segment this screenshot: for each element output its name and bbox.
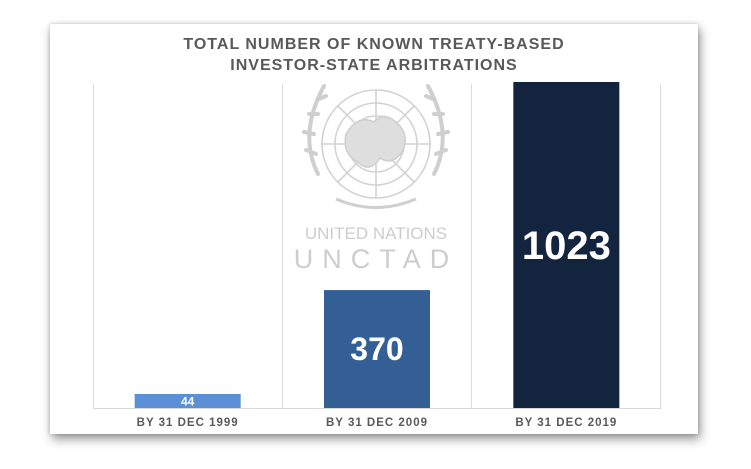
watermark-line-1: UNITED NATIONS [305,224,447,243]
emblem-wreath-base [335,197,417,209]
bar-value-label-3: 1023 [522,224,611,268]
category-label-3: BY 31 DEC 2019 [515,417,617,429]
category-labels-group: BY 31 DEC 1999 BY 31 DEC 2009 BY 31 DEC 20… [137,417,617,429]
bar-3 [513,82,620,408]
watermark-line-2: UNCTAD [294,244,459,274]
emblem-continents [344,115,406,168]
bar-value-label-1: 44 [181,394,195,408]
un-emblem-icon [302,84,450,209]
bar-2 [324,290,430,408]
category-label-1: BY 31 DEC 1999 [137,417,239,429]
chart-title-line-1: TOTAL NUMBER OF KNOWN TREATY-BASED [183,36,565,53]
bar-labels-group: 44 370 1023 [181,224,611,408]
bar-1 [134,393,241,408]
bar-value-label-2: 370 [350,331,403,367]
bar-chart: UNITED NATIONS UNCTAD 44 370 1023 BY 31 DE… [93,82,661,429]
chart-title: TOTAL NUMBER OF KNOWN TREATY-BASED INVES… [50,34,698,76]
category-label-2: BY 31 DEC 2009 [326,417,428,429]
chart-card: TOTAL NUMBER OF KNOWN TREATY-BASED INVES… [50,24,698,434]
emblem-left-wreath [302,84,328,176]
bars-group [134,82,620,408]
emblem-right-wreath [424,84,450,176]
chart-title-line-2: INVESTOR-STATE ARBITRATIONS [230,57,518,74]
column-separators [93,84,661,408]
